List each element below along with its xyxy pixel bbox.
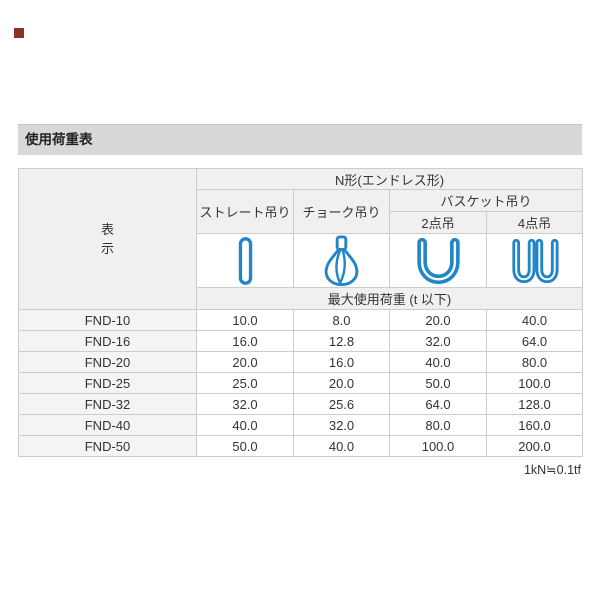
table-row: FND-20 20.0 16.0 40.0 80.0	[18, 351, 584, 373]
value-cell: 64.0	[485, 330, 584, 352]
max-load-header-cell: 最大使用荷重 (t 以下)	[195, 287, 584, 310]
model-cell: FND-10	[18, 309, 197, 331]
basket-4point-sling-icon	[512, 238, 559, 283]
model-cell: FND-20	[18, 351, 197, 373]
value-cell: 40.0	[485, 309, 584, 331]
left-header-cell: 表 示	[18, 168, 197, 310]
value-cell: 80.0	[389, 414, 487, 436]
section-title: 使用荷重表	[25, 132, 93, 147]
value-cell: 50.0	[196, 435, 294, 457]
model-cell: FND-50	[18, 435, 197, 457]
max-load-header-row: 最大使用荷重 (t 以下)	[19, 287, 584, 310]
basket-4pt-header-cell: 4点吊	[485, 211, 584, 234]
value-cell: 80.0	[485, 351, 584, 373]
spec-section: 使用荷重表 表 示 N形(エンドレス形) ストレート吊り チョーク吊り バスケッ…	[18, 124, 584, 477]
value-cell: 100.0	[485, 372, 584, 394]
straight-header-cell: ストレート吊り	[196, 189, 294, 234]
basket-header-cell: バスケット吊り	[388, 189, 584, 212]
choke-sling-icon	[324, 234, 359, 286]
value-cell: 20.0	[196, 351, 294, 373]
value-cell: 128.0	[485, 393, 584, 415]
table-row: FND-32 32.0 25.6 64.0 128.0	[18, 393, 584, 415]
icon-row	[19, 233, 584, 288]
basket-4pt-icon-cell	[485, 233, 584, 288]
value-cell: 40.0	[389, 351, 487, 373]
model-cell: FND-25	[18, 372, 197, 394]
value-cell: 32.0	[196, 393, 294, 415]
page-mark-square	[14, 28, 24, 38]
group-header-cell: N形(エンドレス形)	[195, 168, 584, 190]
straight-icon-cell	[196, 233, 294, 288]
footnote: 1kN≒0.1tf	[523, 463, 581, 477]
value-cell: 20.0	[293, 372, 390, 394]
value-cell: 12.8	[293, 330, 390, 352]
value-cell: 32.0	[389, 330, 487, 352]
value-cell: 50.0	[389, 372, 487, 394]
value-cell: 160.0	[485, 414, 584, 436]
load-capacity-table: 表 示 N形(エンドレス形) ストレート吊り チョーク吊り バスケット吊り 2点…	[18, 168, 584, 457]
value-cell: 100.0	[389, 435, 487, 457]
model-cell: FND-16	[18, 330, 197, 352]
value-cell: 10.0	[196, 309, 294, 331]
value-cell: 40.0	[293, 435, 390, 457]
model-cell: FND-32	[18, 393, 197, 415]
value-cell: 8.0	[293, 309, 390, 331]
value-cell: 64.0	[389, 393, 487, 415]
basket-2point-sling-icon	[416, 237, 460, 284]
table-row: FND-40 40.0 32.0 80.0 160.0	[18, 414, 584, 436]
group-header-row: 表 示 N形(エンドレス形)	[18, 168, 584, 310]
basket-2pt-icon-cell	[389, 233, 487, 288]
choke-header-cell: チョーク吊り	[293, 189, 390, 234]
value-cell: 32.0	[293, 414, 390, 436]
value-cell: 40.0	[196, 414, 294, 436]
value-cell: 200.0	[485, 435, 584, 457]
load-table-head: 表 示 N形(エンドレス形) ストレート吊り チョーク吊り バスケット吊り 2点…	[18, 168, 584, 310]
value-cell: 25.6	[293, 393, 390, 415]
basket-2pt-header-cell: 2点吊	[389, 211, 487, 234]
sub-header-row-2: 2点吊 4点吊	[19, 211, 584, 234]
value-cell: 16.0	[196, 330, 294, 352]
choke-icon-cell	[293, 233, 390, 288]
value-cell: 20.0	[389, 309, 487, 331]
value-cell: 25.0	[196, 372, 294, 394]
table-row: FND-50 50.0 40.0 100.0 200.0	[18, 435, 584, 457]
table-row: FND-25 25.0 20.0 50.0 100.0	[18, 372, 584, 394]
table-row: FND-10 10.0 8.0 20.0 40.0	[18, 309, 584, 331]
section-title-bar: 使用荷重表	[18, 124, 582, 155]
value-cell: 16.0	[293, 351, 390, 373]
table-row: FND-16 16.0 12.8 32.0 64.0	[18, 330, 584, 352]
model-cell: FND-40	[18, 414, 197, 436]
load-table-body: FND-10 10.0 8.0 20.0 40.0 FND-16 16.0 12.8 32.0 6…	[18, 309, 584, 457]
straight-sling-icon	[238, 236, 252, 285]
